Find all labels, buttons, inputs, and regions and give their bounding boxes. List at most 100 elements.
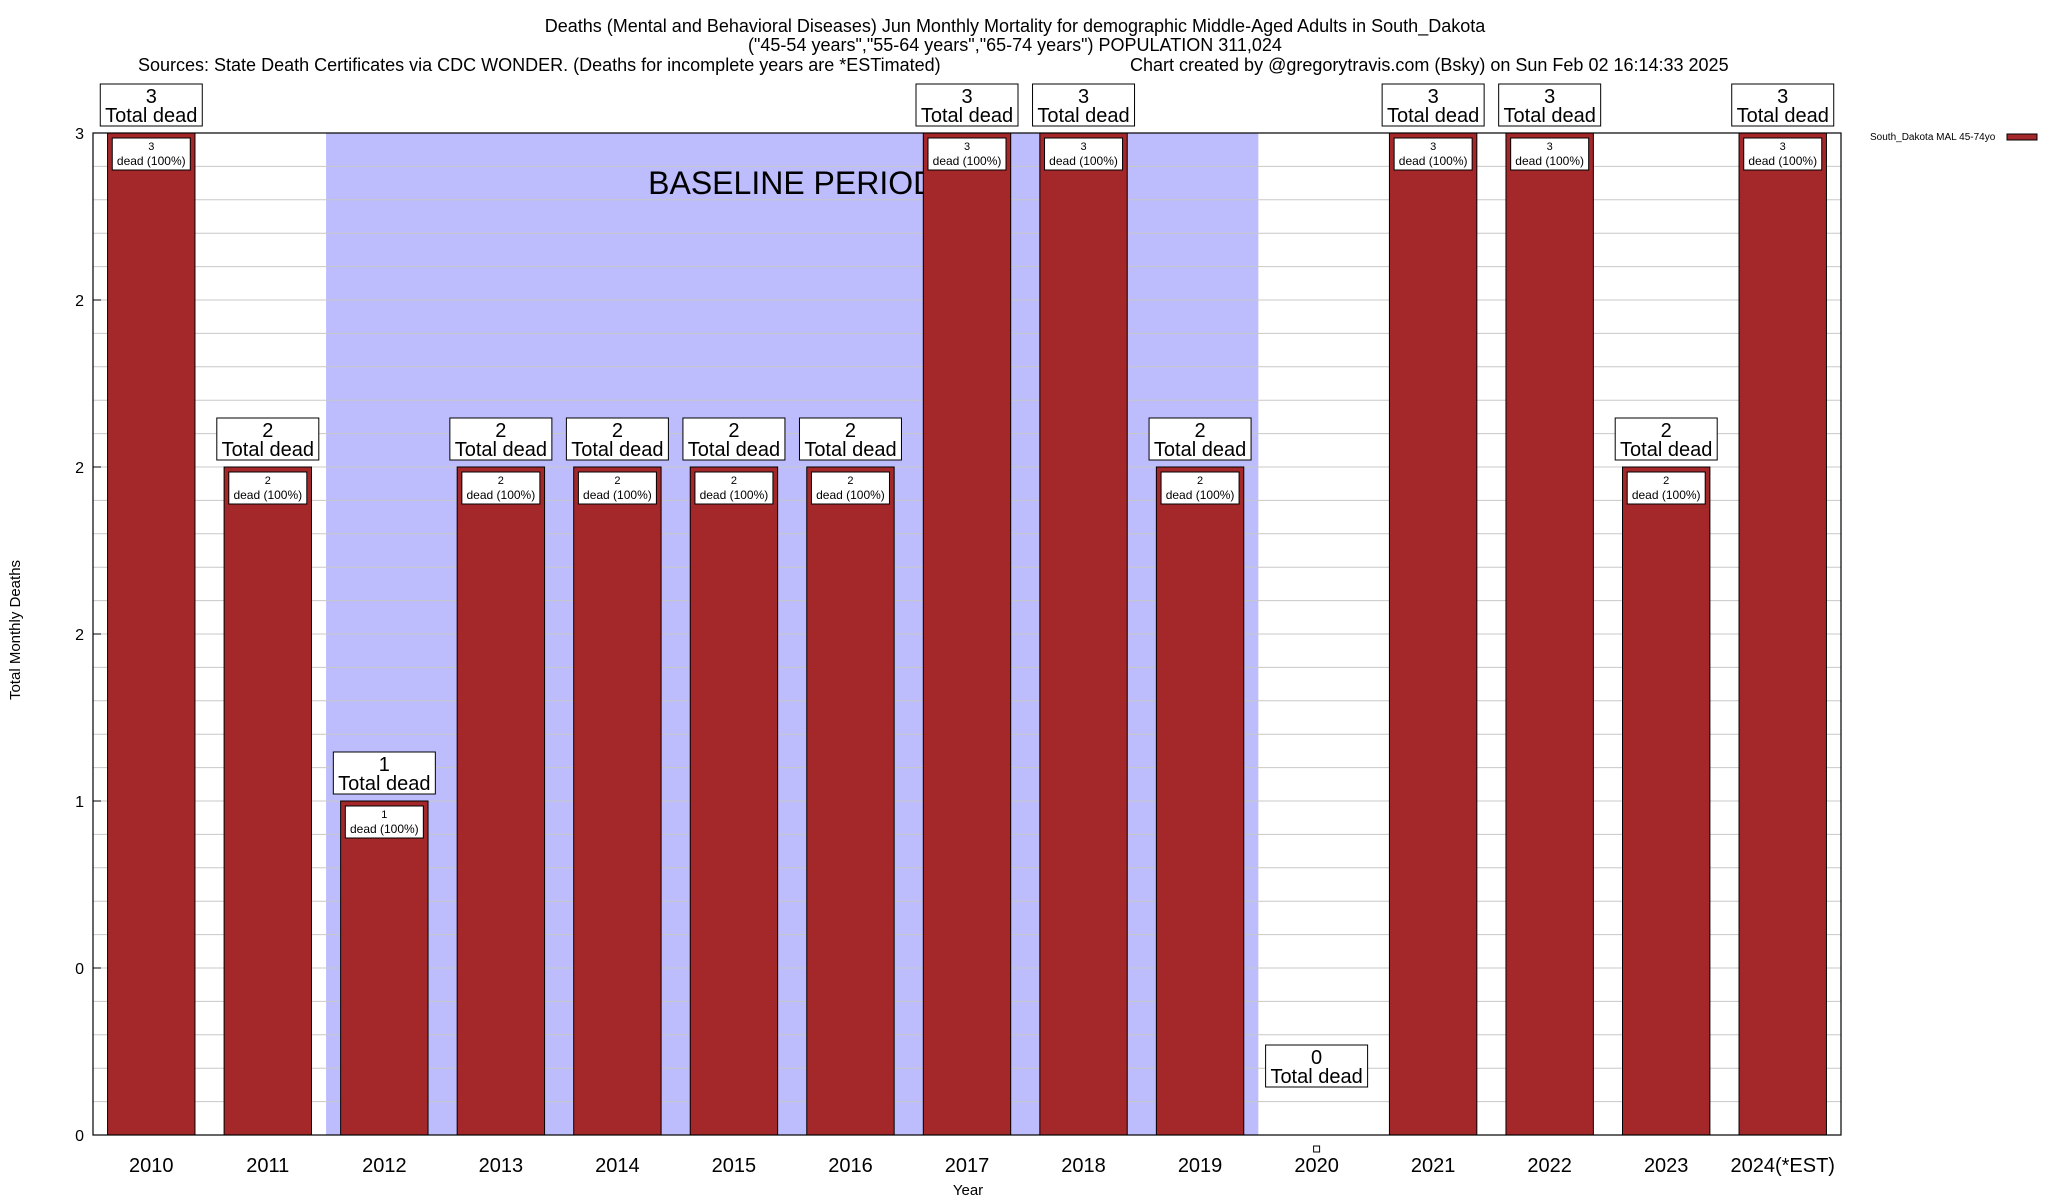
bar: [340, 800, 429, 1136]
y-tick-label: 3: [75, 126, 84, 143]
inner-percent-label: dead (100%): [1632, 488, 1701, 502]
total-value-label: 3: [1777, 86, 1788, 108]
total-value-label: 1: [379, 754, 390, 776]
inner-value-label: 2: [1197, 475, 1203, 487]
baseline-period-label: BASELINE PERIOD: [648, 165, 936, 201]
bar: [922, 132, 1012, 1136]
bar: [1155, 466, 1245, 1136]
y-tick-label: 2: [75, 627, 84, 644]
bar: [223, 466, 313, 1136]
total-label-box: [1265, 1044, 1369, 1088]
inner-label-box: [1393, 137, 1473, 171]
bar: [573, 466, 662, 1136]
chart-subtitle: ("45-54 years","55-64 years","65-74 year…: [748, 35, 1282, 55]
x-tick-label: 2014: [595, 1155, 640, 1177]
x-tick-label: 2019: [1178, 1155, 1223, 1177]
total-label-box: [1381, 83, 1485, 127]
total-value-label: 3: [1428, 86, 1439, 108]
inner-value-label: 2: [498, 475, 504, 487]
y-axis-label: Total Monthly Deaths: [7, 560, 24, 700]
inner-value-label: 3: [1430, 141, 1436, 153]
bar: [806, 466, 895, 1136]
total-label-box: [216, 417, 320, 461]
total-value-label: 2: [1661, 420, 1672, 442]
inner-value-label: 2: [731, 475, 737, 487]
x-tick-label: 2016: [828, 1155, 873, 1177]
bar: [689, 466, 779, 1136]
inner-label-box: [927, 137, 1007, 171]
total-dead-label: Total dead: [1037, 105, 1129, 127]
inner-percent-label: dead (100%): [583, 488, 652, 502]
inner-percent-label: dead (100%): [117, 154, 186, 168]
bar: [1738, 132, 1827, 1136]
total-label-box: [798, 417, 902, 461]
total-dead-label: Total dead: [338, 773, 430, 795]
inner-percent-label: dead (100%): [233, 488, 302, 502]
y-tick-label: 0: [75, 961, 84, 978]
x-tick-label: 2013: [479, 1155, 524, 1177]
y-tick-label: 2: [75, 293, 84, 310]
total-value-label: 3: [1544, 86, 1555, 108]
total-dead-label: Total dead: [455, 439, 547, 461]
total-label-box: [99, 83, 203, 127]
total-dead-label: Total dead: [1504, 105, 1596, 127]
legend: South_Dakota MAL 45-74yo: [1870, 132, 2038, 143]
inner-percent-label: dead (100%): [350, 822, 419, 836]
total-label-box: [332, 751, 436, 795]
inner-value-label: 3: [1780, 141, 1786, 153]
total-label-box: [1498, 83, 1602, 127]
total-dead-label: Total dead: [1387, 105, 1479, 127]
x-tick-label: 2022: [1527, 1155, 1572, 1177]
bar: [1505, 132, 1594, 1136]
inner-value-label: 2: [1663, 475, 1669, 487]
total-label-box: [682, 417, 786, 461]
x-tick-label: 2012: [362, 1155, 407, 1177]
total-value-label: 2: [262, 420, 273, 442]
x-tick-label: 2017: [945, 1155, 990, 1177]
total-dead-label: Total dead: [804, 439, 896, 461]
inner-label-box: [1510, 137, 1590, 171]
chart-title: Deaths (Mental and Behavioral Diseases) …: [545, 16, 1486, 37]
total-label-box: [915, 83, 1019, 127]
x-tick-label: 2018: [1061, 1155, 1106, 1177]
total-dead-label: Total dead: [688, 439, 780, 461]
total-value-label: 3: [1078, 86, 1089, 108]
y-tick-label: 1: [75, 794, 84, 811]
x-tick-label: 2010: [129, 1155, 174, 1177]
inner-label-box: [1626, 471, 1706, 505]
bar: [1039, 132, 1128, 1136]
total-dead-label: Total dead: [222, 439, 314, 461]
total-value-label: 3: [146, 86, 157, 108]
total-value-label: 2: [495, 420, 506, 442]
bar: [1388, 132, 1478, 1136]
inner-value-label: 3: [1547, 141, 1553, 153]
total-dead-label: Total dead: [571, 439, 663, 461]
total-label-box: [449, 417, 553, 461]
total-dead-label: Total dead: [921, 105, 1013, 127]
total-dead-label: Total dead: [105, 105, 197, 127]
inner-label-box: [461, 471, 541, 505]
x-tick-label: 2020: [1294, 1155, 1339, 1177]
inner-value-label: 3: [1080, 141, 1086, 153]
chart-credit: Chart created by @gregorytravis.com (Bsk…: [1130, 55, 1729, 75]
inner-label-box: [1160, 471, 1240, 505]
total-label-box: [1614, 417, 1718, 461]
inner-value-label: 3: [964, 141, 970, 153]
total-dead-label: Total dead: [1737, 105, 1829, 127]
inner-value-label: 1: [381, 809, 387, 821]
total-dead-label: Total dead: [1270, 1066, 1362, 1088]
inner-percent-label: dead (100%): [1515, 154, 1584, 168]
bar: [107, 132, 196, 1136]
zero-marker: [1313, 1145, 1321, 1153]
total-value-label: 3: [961, 86, 972, 108]
inner-percent-label: dead (100%): [1399, 154, 1468, 168]
x-tick-label: 2015: [712, 1155, 757, 1177]
inner-label-box: [810, 471, 890, 505]
inner-percent-label: dead (100%): [933, 154, 1002, 168]
total-value-label: 0: [1311, 1047, 1322, 1069]
bar: [1622, 466, 1711, 1136]
sources-note: Sources: State Death Certificates via CD…: [138, 55, 941, 75]
y-tick-label: 2: [75, 460, 84, 477]
inner-value-label: 2: [265, 475, 271, 487]
inner-percent-label: dead (100%): [816, 488, 885, 502]
